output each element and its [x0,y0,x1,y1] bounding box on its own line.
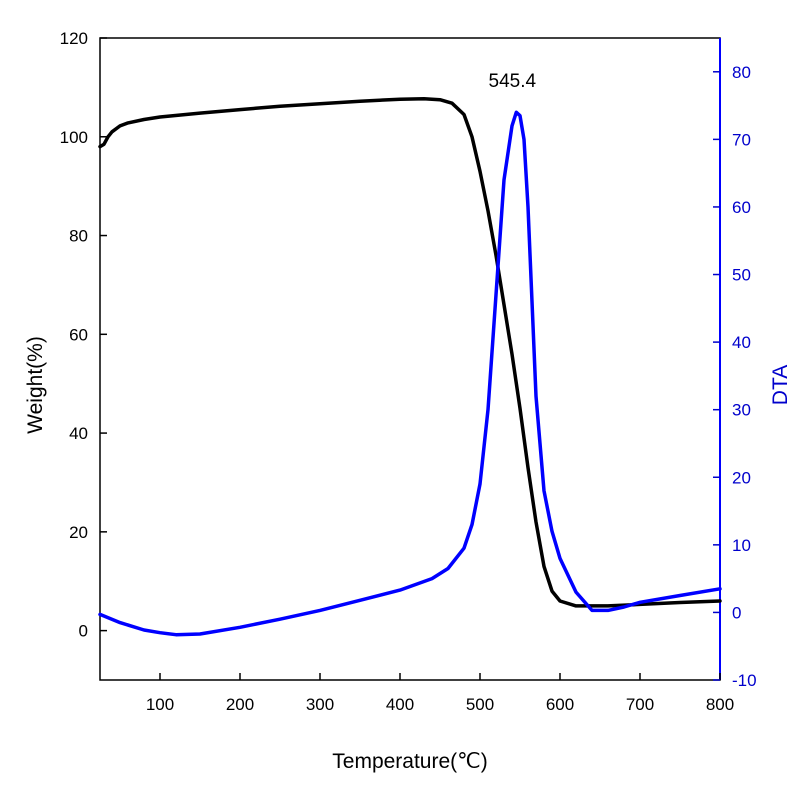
x-tick-label: 600 [546,695,574,714]
annotation-layer: 545.4 [489,71,537,92]
x-tick-label: 800 [706,695,734,714]
right-tick-label: 20 [732,468,751,487]
right-tick-label: 50 [732,266,751,285]
left-tick-label: 20 [69,523,88,542]
series-line-weight [98,96,722,608]
right-tick-label: 80 [732,63,751,82]
series-line-dta [98,110,722,637]
left-tick-label: 40 [69,424,88,443]
peak-annotation: 545.4 [489,71,537,92]
left-axis-ticks: 0 20 40 60 80 100 120 [60,29,107,641]
x-tick-label: 200 [226,695,254,714]
left-tick-label: 120 [60,29,88,48]
plot-frame [99,37,721,681]
right-tick-label: 0 [732,603,741,622]
right-axis-ticks: -10 0 10 20 30 40 50 60 70 80 [713,63,757,690]
series-layer [98,96,722,637]
x-tick-label: 300 [306,695,334,714]
left-tick-label: 60 [69,325,88,344]
x-axis-ticks: 100 200 300 400 500 600 700 800 [146,673,734,714]
right-axis-title: DTA [769,365,792,405]
plot-area [99,37,721,681]
left-tick-label: 100 [60,128,88,147]
right-tick-label: 40 [732,333,751,352]
x-axis-title: Temperature(℃) [332,750,487,773]
right-tick-label: 10 [732,536,751,555]
x-tick-label: 400 [386,695,414,714]
right-tick-label: 70 [732,130,751,149]
left-axis-title: Weight(%) [24,336,47,434]
right-tick-label: -10 [732,671,757,690]
x-tick-label: 100 [146,695,174,714]
right-tick-label: 60 [732,198,751,217]
x-tick-label: 500 [466,695,494,714]
left-tick-label: 0 [79,622,88,641]
left-tick-label: 80 [69,227,88,246]
x-tick-label: 700 [626,695,654,714]
right-tick-label: 30 [732,401,751,420]
